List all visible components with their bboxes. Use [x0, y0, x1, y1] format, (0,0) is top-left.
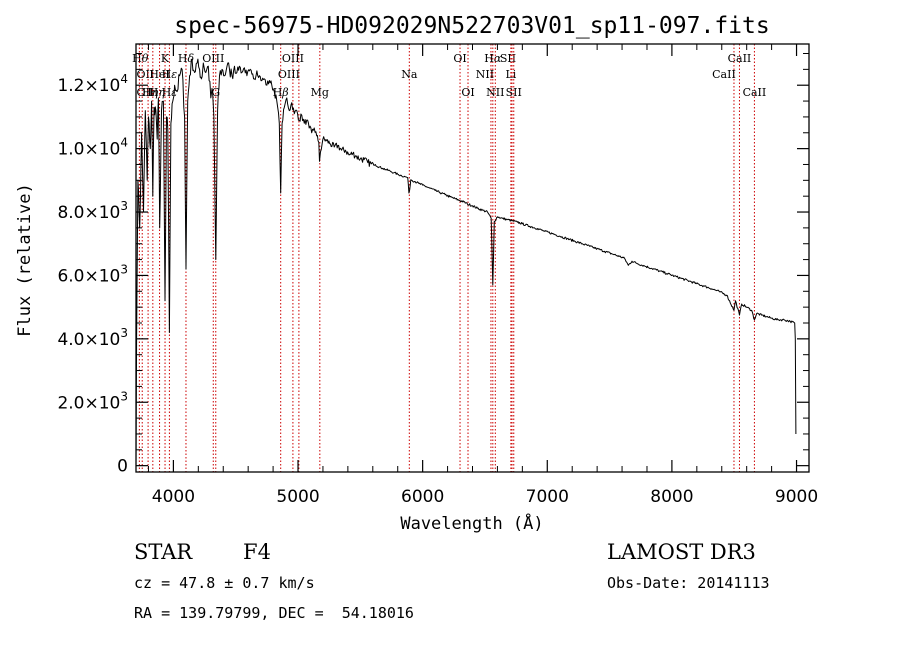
- line-marker-label: OI: [461, 86, 474, 99]
- line-marker-label: Na: [401, 68, 418, 81]
- line-marker-label: HeI: [149, 68, 169, 81]
- line-marker-label: CaII: [743, 86, 767, 99]
- x-tick-label: 5000: [276, 487, 319, 507]
- observation-date: Obs-Date: 20141113: [607, 574, 770, 592]
- y-tick-label: 1.2×104: [57, 72, 128, 96]
- redshift-value: cz = 47.8 ± 0.7 km/s: [134, 574, 315, 592]
- line-marker-label: NII: [476, 68, 494, 81]
- x-tick-label: 8000: [650, 487, 693, 507]
- y-tick-label: 1.0×104: [57, 136, 128, 160]
- line-marker-label: Hθ: [132, 52, 149, 65]
- y-tick-label: 4.0×103: [57, 326, 128, 350]
- line-marker-label: NII: [486, 86, 504, 99]
- y-tick-label: 0: [117, 457, 128, 477]
- line-marker-label: OII: [137, 86, 155, 99]
- line-marker-label: CaII: [728, 52, 752, 65]
- line-marker-label: OII: [137, 68, 155, 81]
- line-marker-label: Mg: [311, 86, 329, 99]
- line-marker-label: G: [211, 86, 220, 99]
- line-marker-label: Hη: [149, 86, 166, 99]
- line-marker-label: SII: [506, 86, 522, 99]
- x-tick-label: 9000: [775, 487, 818, 507]
- line-marker-label: K: [161, 52, 170, 65]
- chart-title: spec-56975-HD092029N522703V01_sp11-097.f…: [174, 13, 769, 39]
- line-marker-label: OIII: [282, 52, 304, 65]
- object-class: STAR: [134, 540, 193, 564]
- x-tick-label: 6000: [401, 487, 444, 507]
- line-marker-label: Hη: [142, 86, 159, 99]
- spectrum-series: [135, 58, 797, 466]
- line-marker-label: Li: [505, 68, 516, 81]
- line-marker-label: OIII: [202, 52, 224, 65]
- line-marker-label: Hε: [162, 68, 178, 81]
- y-tick-label: 6.0×103: [57, 262, 128, 286]
- x-tick-label: 4000: [152, 487, 195, 507]
- line-marker-label: OI: [453, 52, 466, 65]
- spectrum-line: [135, 58, 797, 466]
- line-marker-label: Hβ: [273, 86, 289, 99]
- axes: 4000 5000 6000 7000 8000 9000 0 2.0×103 4.0×103 6…: [57, 44, 818, 507]
- line-marker-label: CaII: [712, 68, 736, 81]
- line-marker-label: SII: [500, 52, 516, 65]
- line-marker-label: OIII: [278, 68, 300, 81]
- object-subclass: F4: [243, 540, 271, 564]
- y-tick-label: 8.0×103: [57, 199, 128, 223]
- line-marker-label: Hδ: [178, 52, 195, 65]
- plot-frame: [135, 43, 810, 473]
- survey-name: LAMOST DR3: [607, 540, 756, 564]
- x-axis-label: Wavelength (Å): [400, 512, 543, 534]
- line-marker-label: Hα: [484, 52, 502, 65]
- sky-coordinates: RA = 139.79799, DEC = 54.18016: [134, 604, 414, 622]
- x-tick-label: 7000: [526, 487, 569, 507]
- y-tick-label: 2.0×103: [57, 389, 128, 413]
- y-axis-label: Flux (relative): [15, 183, 35, 337]
